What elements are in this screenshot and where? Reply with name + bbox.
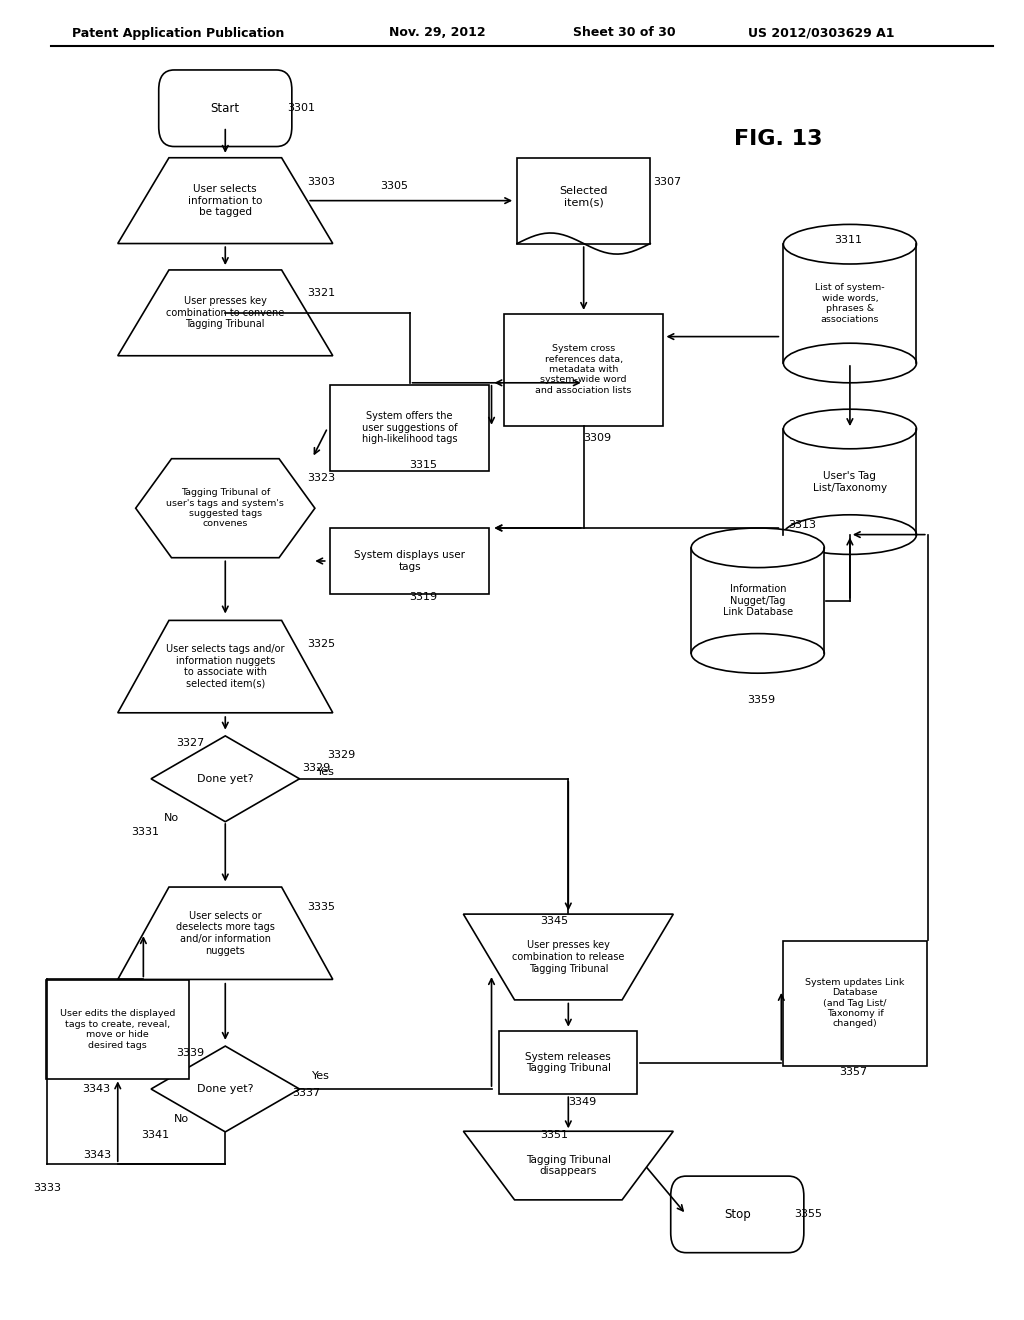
Text: 3329: 3329 — [302, 763, 331, 774]
Text: Nov. 29, 2012: Nov. 29, 2012 — [389, 26, 485, 40]
Text: User presses key
combination to convene
Tagging Tribunal: User presses key combination to convene … — [166, 296, 285, 330]
Text: 3319: 3319 — [410, 591, 437, 602]
Text: 3339: 3339 — [177, 1048, 205, 1059]
Text: 3309: 3309 — [584, 433, 611, 444]
Text: 3351: 3351 — [541, 1130, 568, 1140]
Text: 3343: 3343 — [82, 1084, 110, 1094]
Text: No: No — [164, 813, 179, 824]
Text: Yes: Yes — [317, 767, 335, 777]
Text: 3343: 3343 — [83, 1150, 112, 1160]
Text: Selected
item(s): Selected item(s) — [559, 186, 608, 207]
Text: System cross
references data,
metadata with
system-wide word
and association lis: System cross references data, metadata w… — [536, 345, 632, 395]
Text: Information
Nugget/Tag
Link Database: Information Nugget/Tag Link Database — [723, 583, 793, 618]
Text: 3349: 3349 — [568, 1097, 597, 1107]
Text: 3331: 3331 — [131, 826, 159, 837]
Text: User edits the displayed
tags to create, reveal,
move or hide
desired tags: User edits the displayed tags to create,… — [60, 1010, 175, 1049]
Ellipse shape — [783, 343, 916, 383]
Text: User presses key
combination to release
Tagging Tribunal: User presses key combination to release … — [512, 940, 625, 974]
Text: 3313: 3313 — [788, 520, 816, 531]
Text: 3311: 3311 — [835, 235, 862, 246]
Text: Stop: Stop — [724, 1208, 751, 1221]
Text: User's Tag
List/Taxonomy: User's Tag List/Taxonomy — [813, 471, 887, 492]
Text: 3341: 3341 — [141, 1130, 169, 1140]
Text: 3335: 3335 — [307, 902, 335, 912]
Polygon shape — [152, 737, 299, 821]
Ellipse shape — [783, 409, 916, 449]
Text: No: No — [174, 1114, 189, 1125]
Polygon shape — [118, 887, 333, 979]
Text: 3321: 3321 — [307, 288, 335, 298]
Text: System displays user
tags: System displays user tags — [354, 550, 465, 572]
Polygon shape — [118, 271, 333, 355]
Text: Tagging Tribunal
disappears: Tagging Tribunal disappears — [525, 1155, 611, 1176]
Text: User selects
information to
be tagged: User selects information to be tagged — [188, 183, 262, 218]
Text: 3337: 3337 — [292, 1088, 319, 1098]
Bar — [783, 244, 916, 363]
FancyBboxPatch shape — [46, 979, 189, 1080]
Polygon shape — [135, 459, 315, 557]
Text: 3345: 3345 — [541, 916, 568, 927]
Text: 3327: 3327 — [176, 738, 205, 748]
Text: Start: Start — [211, 102, 240, 115]
Polygon shape — [463, 913, 674, 1001]
Text: 3329: 3329 — [328, 750, 356, 760]
FancyBboxPatch shape — [159, 70, 292, 147]
Polygon shape — [118, 158, 333, 243]
Text: 3303: 3303 — [307, 177, 335, 187]
FancyBboxPatch shape — [517, 158, 650, 243]
Polygon shape — [118, 620, 333, 713]
Text: Yes: Yes — [312, 1071, 330, 1081]
Text: System offers the
user suggestions of
high-likelihood tags: System offers the user suggestions of hi… — [361, 411, 458, 445]
Text: User selects tags and/or
information nuggets
to associate with
selected item(s): User selects tags and/or information nug… — [166, 644, 285, 689]
Text: Tagging Tribunal of
user's tags and system's
suggested tags
convenes: Tagging Tribunal of user's tags and syst… — [166, 488, 285, 528]
Bar — [691, 548, 824, 653]
Text: User selects or
deselects more tags
and/or information
nuggets: User selects or deselects more tags and/… — [176, 911, 274, 956]
Text: 3333: 3333 — [33, 1183, 61, 1193]
Text: 3315: 3315 — [410, 459, 437, 470]
Text: Done yet?: Done yet? — [197, 774, 254, 784]
FancyBboxPatch shape — [330, 528, 489, 594]
Text: List of system-
wide words,
phrases &
associations: List of system- wide words, phrases & as… — [815, 284, 885, 323]
Text: US 2012/0303629 A1: US 2012/0303629 A1 — [748, 26, 894, 40]
Text: System releases
Tagging Tribunal: System releases Tagging Tribunal — [525, 1052, 611, 1073]
Text: Patent Application Publication: Patent Application Publication — [72, 26, 284, 40]
FancyBboxPatch shape — [504, 314, 664, 425]
Ellipse shape — [691, 634, 824, 673]
Text: FIG. 13: FIG. 13 — [734, 128, 822, 149]
Text: 3323: 3323 — [307, 473, 335, 483]
Ellipse shape — [691, 528, 824, 568]
Text: 3355: 3355 — [795, 1209, 822, 1220]
Ellipse shape — [783, 515, 916, 554]
FancyBboxPatch shape — [783, 940, 927, 1067]
FancyBboxPatch shape — [500, 1031, 637, 1094]
Ellipse shape — [783, 224, 916, 264]
Bar — [783, 429, 916, 535]
Text: 3307: 3307 — [653, 177, 681, 187]
Polygon shape — [152, 1045, 299, 1133]
Text: 3305: 3305 — [380, 181, 409, 191]
FancyBboxPatch shape — [671, 1176, 804, 1253]
Text: 3325: 3325 — [307, 639, 335, 649]
Text: Sheet 30 of 30: Sheet 30 of 30 — [573, 26, 676, 40]
Text: Done yet?: Done yet? — [197, 1084, 254, 1094]
Text: 3301: 3301 — [287, 103, 314, 114]
Text: 3359: 3359 — [748, 694, 775, 705]
FancyBboxPatch shape — [330, 384, 489, 470]
Text: System updates Link
Database
(and Tag List/
Taxonomy if
changed): System updates Link Database (and Tag Li… — [805, 978, 905, 1028]
Polygon shape — [463, 1131, 674, 1200]
Text: 3357: 3357 — [840, 1067, 867, 1077]
